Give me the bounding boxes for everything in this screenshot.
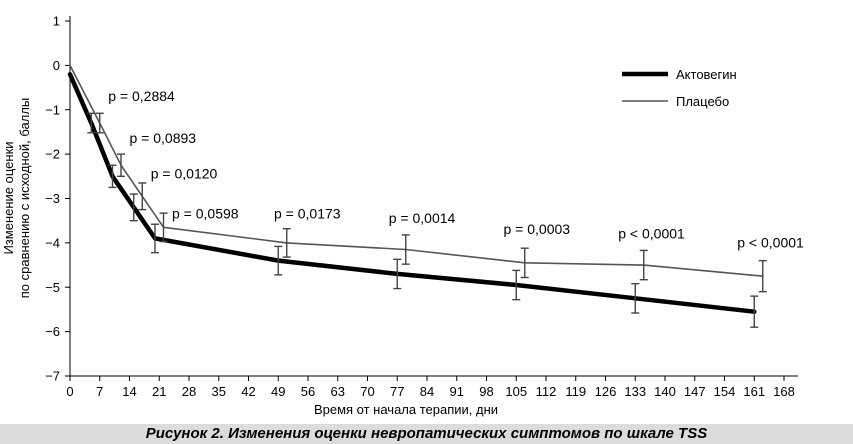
p-value-label: p = 0,0014	[389, 210, 456, 226]
y-axis-title-line-1: Изменение оценки	[1, 141, 16, 254]
x-tick-label: 168	[773, 384, 795, 399]
x-tick-label: 56	[301, 384, 315, 399]
figure-caption: Рисунок 2. Изменения оценки невропатичес…	[0, 424, 853, 444]
x-axis-title: Время от начала терапии, дни	[314, 402, 498, 417]
error-bar-aktovegin	[631, 283, 640, 314]
axes: 1 0 −1 −2 −3 −4 −5 −6 −7 0 7 14 21 28 35 42 49 56 63 70 77 84…	[45, 14, 798, 399]
error-bar-placebo	[639, 249, 648, 281]
y-tick-label: 0	[53, 58, 60, 73]
chart: 1 0 −1 −2 −3 −4 −5 −6 −7 0 7 14 21 28 35 42 49 56 63 70 77 84…	[1, 14, 804, 418]
x-tick-label: 63	[331, 384, 345, 399]
error-bar-aktovegin	[393, 258, 402, 290]
y-tick-label: −6	[45, 324, 60, 339]
x-tick-label: 119	[565, 384, 586, 399]
x-tick-label: 154	[714, 384, 736, 399]
p-value-label: p = 0,0598	[172, 205, 239, 221]
series-line-placebo	[69, 64, 764, 278]
error-bar-aktovegin	[512, 269, 521, 301]
x-tick-label: 77	[390, 384, 404, 399]
y-tick-label: −4	[45, 235, 60, 250]
p-value-label: p = 0,0893	[130, 130, 197, 146]
error-bar-aktovegin	[151, 223, 159, 254]
series-line-aktovegin	[67, 72, 757, 314]
error-bar-placebo	[95, 112, 104, 134]
x-tick-label: 84	[420, 384, 434, 399]
x-tick-label: 161	[743, 384, 765, 399]
x-tick-label: 28	[182, 384, 196, 399]
x-tick-label: 35	[212, 384, 226, 399]
annotations: p = 0,2884 p = 0,0893 p = 0,0120 p = 0,0598…	[108, 88, 804, 250]
x-tick-label: 49	[271, 384, 285, 399]
legend: Актовегин Плацебо	[622, 67, 737, 109]
x-tick-label: 112	[536, 384, 557, 399]
p-value-label: p ˂ 0,0001	[737, 234, 804, 250]
y-tick-label: −2	[45, 147, 60, 162]
y-tick-label: −7	[45, 369, 60, 384]
p-value-label: p = 0,0120	[151, 166, 218, 182]
error-bar-placebo	[758, 259, 767, 293]
y-tick-label: 1	[53, 14, 60, 29]
x-tick-label: 21	[152, 384, 166, 399]
x-tick-label: 7	[96, 384, 103, 399]
legend-label-aktovegin: Актовегин	[676, 67, 737, 82]
p-value-label: p = 0,0173	[274, 205, 341, 221]
x-tick-label: 140	[654, 384, 676, 399]
x-tick-label: 147	[684, 384, 706, 399]
y-tick-label: −5	[45, 280, 60, 295]
error-bar-placebo	[282, 227, 291, 258]
x-tick-label: 133	[624, 384, 646, 399]
legend-label-placebo: Плацебо	[676, 94, 729, 109]
p-value-label: p = 0,0003	[504, 221, 571, 237]
x-tick-label: 70	[360, 384, 374, 399]
x-tick-label: 98	[479, 384, 493, 399]
p-value-label: p ˂ 0,0001	[618, 225, 685, 241]
p-value-label: p = 0,2884	[108, 88, 175, 104]
error-bar-aktovegin	[274, 245, 283, 276]
x-tick-label: 0	[66, 384, 73, 399]
error-bar-aktovegin	[129, 193, 138, 222]
y-tick-label: −1	[45, 102, 60, 117]
x-tick-label: 126	[595, 384, 617, 399]
error-bar-placebo	[401, 234, 410, 265]
y-axis-title-line-2: по сравнению с исходной, баллы	[17, 98, 32, 299]
x-tick-label: 42	[241, 384, 255, 399]
error-bar-aktovegin	[750, 295, 759, 328]
error-bar-placebo	[117, 153, 125, 178]
error-bar-placebo	[159, 212, 168, 243]
error-bar-aktovegin	[108, 164, 117, 189]
x-tick-label: 91	[450, 384, 464, 399]
y-tick-label: −3	[45, 191, 60, 206]
x-tick-label: 105	[505, 384, 527, 399]
x-tick-label: 14	[122, 384, 136, 399]
plot-area	[67, 64, 767, 328]
error-bar-placebo	[138, 182, 147, 211]
error-bar-placebo	[520, 247, 529, 279]
